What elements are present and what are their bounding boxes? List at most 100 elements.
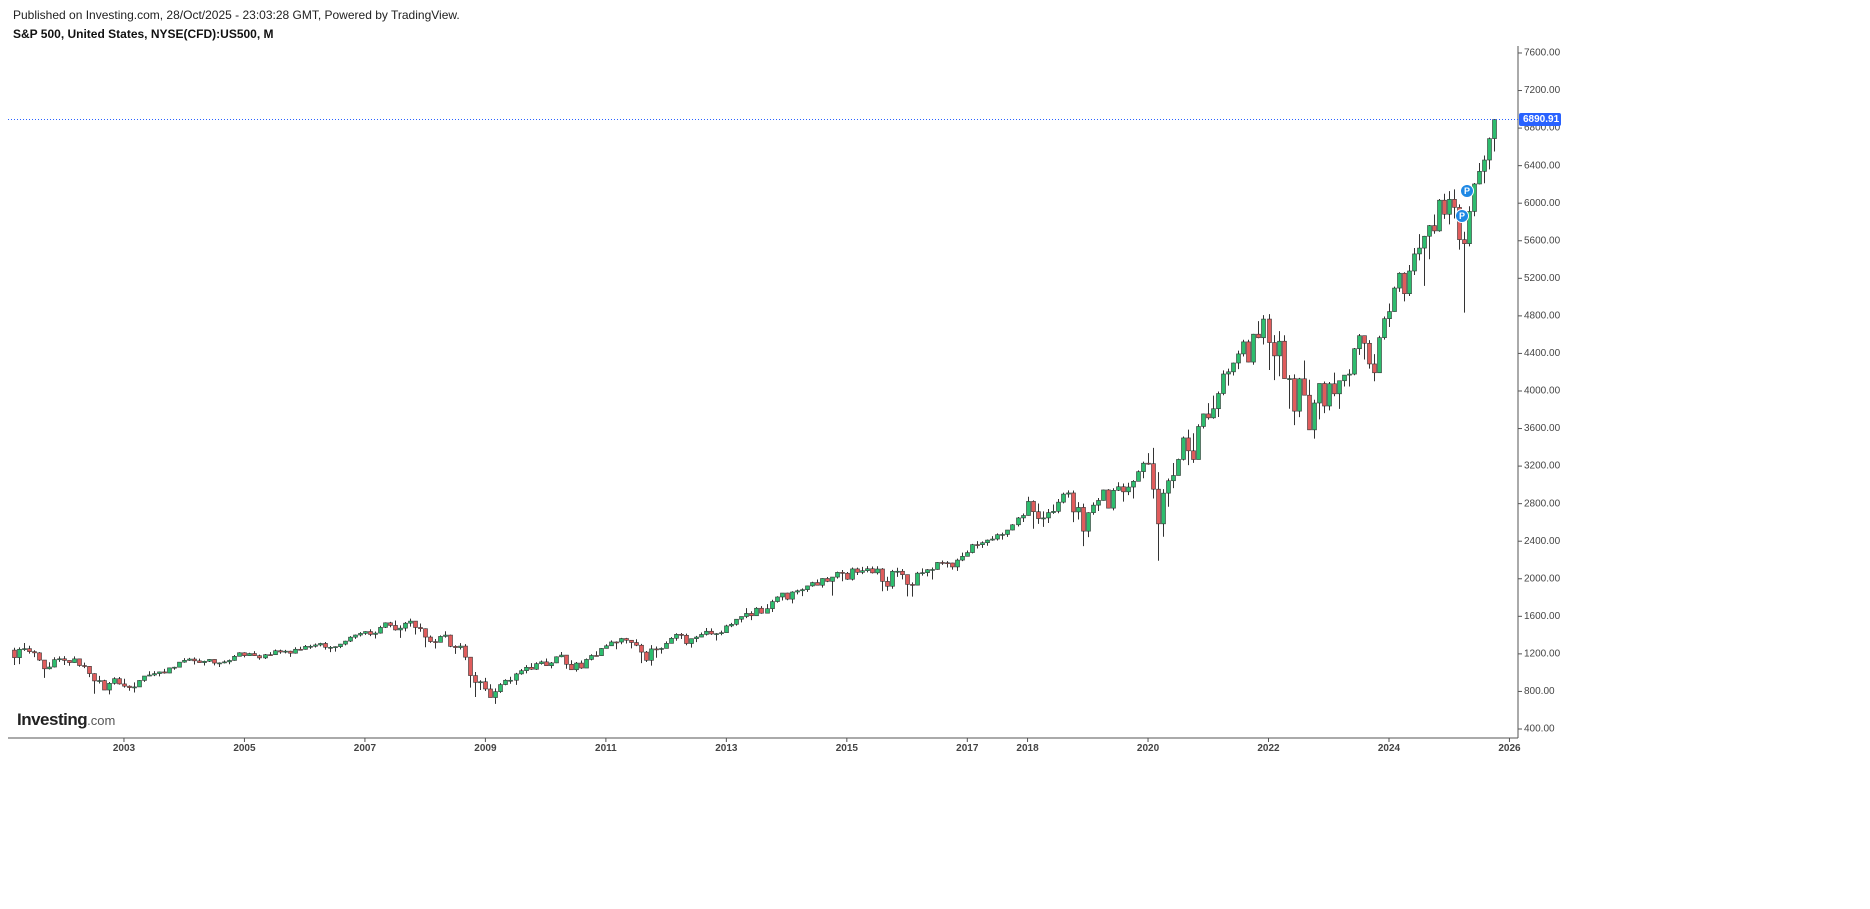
candle-body	[147, 674, 152, 677]
candle-body	[1121, 486, 1126, 493]
candle-body	[227, 660, 232, 663]
candle-body	[845, 572, 850, 580]
candle-body	[288, 650, 293, 654]
candle-body	[87, 666, 92, 674]
candle-body	[1372, 363, 1377, 374]
candle-body	[1442, 199, 1447, 215]
candle-body	[383, 622, 388, 628]
candle-body	[237, 652, 242, 657]
candle-body	[478, 681, 483, 684]
candle-body	[589, 655, 594, 660]
candle-body	[925, 569, 930, 573]
candle-body	[67, 660, 72, 663]
candle-body	[458, 645, 463, 648]
candle-body	[1005, 529, 1010, 535]
candle-body	[22, 648, 27, 650]
candle-body	[1312, 402, 1317, 431]
candle-body	[1246, 341, 1251, 363]
candle-body	[157, 671, 162, 674]
candle-body	[1000, 534, 1005, 536]
candle-body	[1056, 501, 1061, 512]
candle-body	[1487, 138, 1492, 161]
candle-body	[820, 578, 825, 586]
candle-body	[338, 643, 343, 647]
x-tick-label: 2015	[836, 743, 859, 754]
candle-body	[960, 556, 965, 561]
event-marker-label: P	[1464, 186, 1470, 196]
candle-body	[1432, 225, 1437, 232]
candle-body	[37, 652, 42, 661]
candle-body	[1287, 378, 1292, 380]
candle-body	[995, 534, 1000, 540]
candle-body	[1131, 481, 1136, 488]
candle-body	[398, 627, 403, 631]
candle-body	[604, 645, 609, 649]
candle-body	[704, 630, 709, 635]
candle-body	[273, 650, 278, 656]
logo-main: Investing	[17, 710, 87, 729]
candle-body	[32, 651, 37, 654]
y-tick-label: 4000.00	[1524, 386, 1561, 397]
candle-body	[795, 590, 800, 593]
candle-body	[1206, 413, 1211, 419]
candle-body	[1166, 480, 1171, 494]
candle-body	[102, 680, 107, 691]
y-tick-label: 4400.00	[1524, 348, 1561, 359]
candle-body	[1116, 486, 1121, 491]
candle-body	[197, 660, 202, 663]
candle-body	[1086, 512, 1091, 532]
candle-body	[202, 660, 207, 663]
candle-body	[1402, 272, 1407, 295]
candle-body	[172, 666, 177, 669]
candle-body	[127, 685, 132, 688]
candle-body	[905, 574, 910, 585]
candle-body	[1322, 383, 1327, 407]
candle-body	[1101, 489, 1106, 501]
candle-body	[373, 632, 378, 635]
candle-body	[488, 688, 493, 698]
candle-body	[945, 562, 950, 565]
candle-body	[318, 643, 323, 646]
candle-body	[1422, 235, 1427, 249]
candle-body	[498, 684, 503, 692]
candle-body	[52, 659, 57, 668]
candle-body	[353, 634, 358, 638]
candle-body	[1362, 335, 1367, 344]
y-tick-label: 2800.00	[1524, 498, 1561, 509]
candle-body	[514, 673, 519, 681]
candle-body	[1382, 318, 1387, 338]
candle-body	[278, 650, 283, 653]
candle-body	[1462, 239, 1467, 244]
candle-body	[1046, 512, 1051, 519]
candle-body	[207, 659, 212, 662]
candle-body	[1186, 437, 1191, 452]
candle-body	[534, 663, 539, 670]
candle-body	[785, 592, 790, 600]
last-price-box	[1519, 113, 1561, 127]
candle-body	[1357, 335, 1362, 350]
candle-body	[1332, 383, 1337, 395]
candle-body	[463, 645, 468, 658]
candle-body	[709, 630, 714, 635]
candle-body	[775, 596, 780, 602]
event-marker-label: P	[1459, 211, 1465, 221]
candle-body	[1387, 311, 1392, 319]
candle-body	[1126, 486, 1131, 493]
candle-body	[1352, 348, 1357, 375]
candle-body	[935, 562, 940, 570]
candle-body	[1447, 199, 1452, 215]
candle-body	[358, 633, 363, 636]
candle-body	[1136, 471, 1141, 482]
candle-body	[308, 645, 313, 648]
candle-body	[980, 542, 985, 545]
candle-body	[1176, 459, 1181, 476]
y-tick-label: 7200.00	[1524, 85, 1561, 96]
candle-body	[734, 618, 739, 625]
candle-body	[790, 591, 795, 600]
candle-body	[1201, 413, 1206, 427]
candle-body	[438, 636, 443, 643]
candle-body	[850, 568, 855, 580]
candle-body	[664, 643, 669, 649]
candle-body	[579, 662, 584, 669]
